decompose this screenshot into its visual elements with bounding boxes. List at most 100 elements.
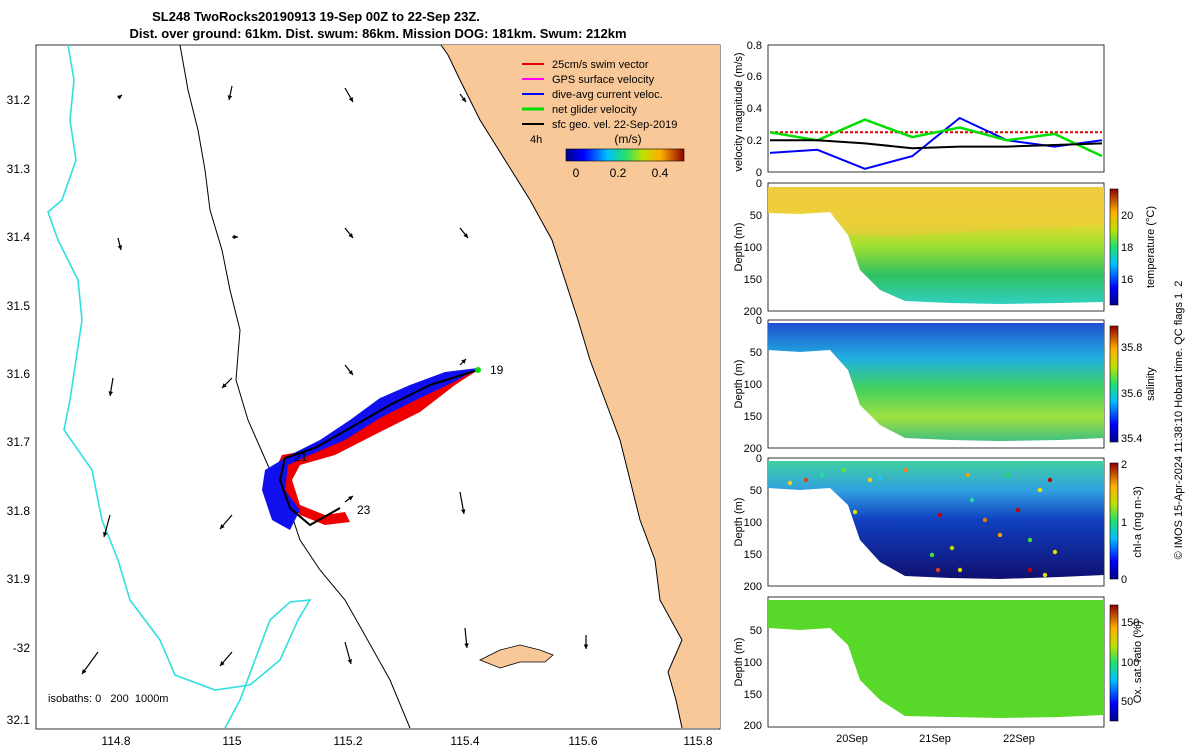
current-vector-head [348,233,353,238]
velocity-ytick: 0.8 [747,40,762,52]
lat-tick-label: 31.2 [7,93,31,107]
lat-tick-label: 31.6 [7,367,31,381]
chla-cbar-tick: 0 [1121,574,1127,586]
velocity-ylabel: velocity magnitude (m/s) [733,52,745,171]
current-vector-head [227,95,233,100]
depth-ytick: 100 [744,517,762,529]
legend-label: sfc geo. vel. 22-Sep-2019 [552,119,677,131]
current-vector-head [117,245,123,250]
chla-sample-dot [1037,487,1043,493]
salinity-cbar-tick: 35.8 [1121,342,1142,354]
current-vector [81,651,99,675]
isobath-200m [179,44,411,729]
legend-4h-label: 4h [530,134,542,146]
depth-ytick: 150 [744,549,762,561]
day-label-19: 19 [490,363,504,377]
legend-label: dive-avg current veloc. [552,89,663,101]
current-vector-head [464,643,469,648]
current-vector-head [233,234,238,240]
oxygen-cbar-tick: 50 [1121,696,1133,708]
oxygen-cbar-label: Ox. sat. ratio (%) [1132,621,1144,704]
lon-tick-label: 115.2 [333,734,362,748]
current-vector-head [348,496,353,501]
title-line-1: SL248 TwoRocks20190913 19-Sep 00Z to 22-… [152,9,480,24]
date-tick: 22Sep [1003,733,1035,745]
colorbar-tick: 0.4 [652,166,669,180]
depth-ytick: 100 [744,242,762,254]
track-blue-swath [262,368,478,530]
current-vector-head [222,383,227,388]
current-vector-head [461,509,466,514]
temperature-cbar-label: temperature (°C) [1145,206,1157,288]
salinity-section [768,323,1104,441]
colorbar-tick: 0 [573,166,580,180]
velocity-series-line [769,118,1103,158]
lat-tick-label: 31.8 [7,504,31,518]
oxygen-colorbar [1109,604,1119,722]
chla-sample-dot [1052,549,1058,555]
chla-sample-dot [903,467,909,473]
temperature-cbar-tick: 20 [1121,210,1133,222]
current-vector-head [347,659,352,664]
rottnest-island [479,644,554,669]
velocity-series-line [770,139,1103,150]
legend-label: 25cm/s swim vector [552,59,649,71]
depth-ytick: 150 [744,411,762,423]
depth-ytick: 200 [744,443,762,455]
chla-sample-dot [1027,567,1033,573]
velocity-frame [767,44,1105,173]
depth-ylabel: Depth (m) [733,360,745,409]
current-vector-head [117,95,122,100]
speed-colorbar [565,148,685,162]
isobaths-label: isobaths: 0 200 1000m [48,693,168,705]
depth-ytick: 50 [750,485,762,497]
day-label-23: 23 [357,503,371,517]
depth-ytick: 50 [750,210,762,222]
temperature-cbar-tick: 18 [1121,242,1133,254]
current-vector-head [461,97,466,102]
chla-sample-dot [803,477,809,483]
oxygen-cbar-tick: 100 [1121,657,1139,669]
depth-ytick: 200 [744,306,762,318]
chla-section [768,461,1104,579]
chla-sample-dot [867,477,873,483]
current-vector-head [461,359,466,364]
chla-panel: 0 50 100 150 200 Depth (m) 2 1 0 chl-a (… [733,453,1144,593]
depth-ylabel: Depth (m) [733,223,745,272]
chla-sample-dot [1005,472,1011,478]
chla-sample-dot [787,480,793,486]
day-label-21: 21 [294,450,308,464]
lat-tick-label: 31.9 [7,572,31,586]
chla-sample-dot [937,512,943,518]
chla-samples [787,467,1058,578]
depth-ytick: 100 [744,657,762,669]
salinity-cbar-tick: 35.6 [1121,388,1142,400]
depth-ytick: 0 [756,453,762,465]
lon-tick-label: 115 [222,734,241,748]
lon-tick-label: 114.8 [101,734,130,748]
colorbar-tick: 0.2 [610,166,627,180]
oxygen-cbar-tick: 150 [1121,617,1139,629]
velocity-ytick: 0 [756,167,762,179]
map-legend: 25cm/s swim vector GPS surface velocity … [522,59,685,180]
current-vector-head [108,391,113,396]
chla-sample-dot [1047,477,1053,483]
salinity-colorbar [1109,325,1119,443]
title-line-2: Dist. over ground: 61km. Dist. swum: 86k… [129,26,626,41]
velocity-ytick: 0.2 [747,135,762,147]
legend-label: GPS surface velocity [552,74,655,86]
lat-tick-label: 31.3 [7,162,31,176]
geostrophic-vectors [81,85,589,675]
current-vector-head [348,97,353,102]
chla-sample-dot [982,517,988,523]
chla-cbar-tick: 1 [1121,517,1127,529]
depth-ytick: 0 [756,178,762,190]
lon-tick-label: 115.4 [450,734,479,748]
chla-sample-dot [852,509,858,515]
velocity-series [769,116,1103,170]
temperature-panel: 0 50 100 150 200 Depth (m) 20 18 16 temp… [733,178,1157,318]
oxygen-panel: 50 100 150 200 Depth (m) 150 100 50 Ox. … [733,596,1144,745]
copyright-note: © IMOS 15-Apr-2024 11:38:10 Hobart time.… [1173,281,1185,560]
chla-sample-dot [1015,507,1021,513]
